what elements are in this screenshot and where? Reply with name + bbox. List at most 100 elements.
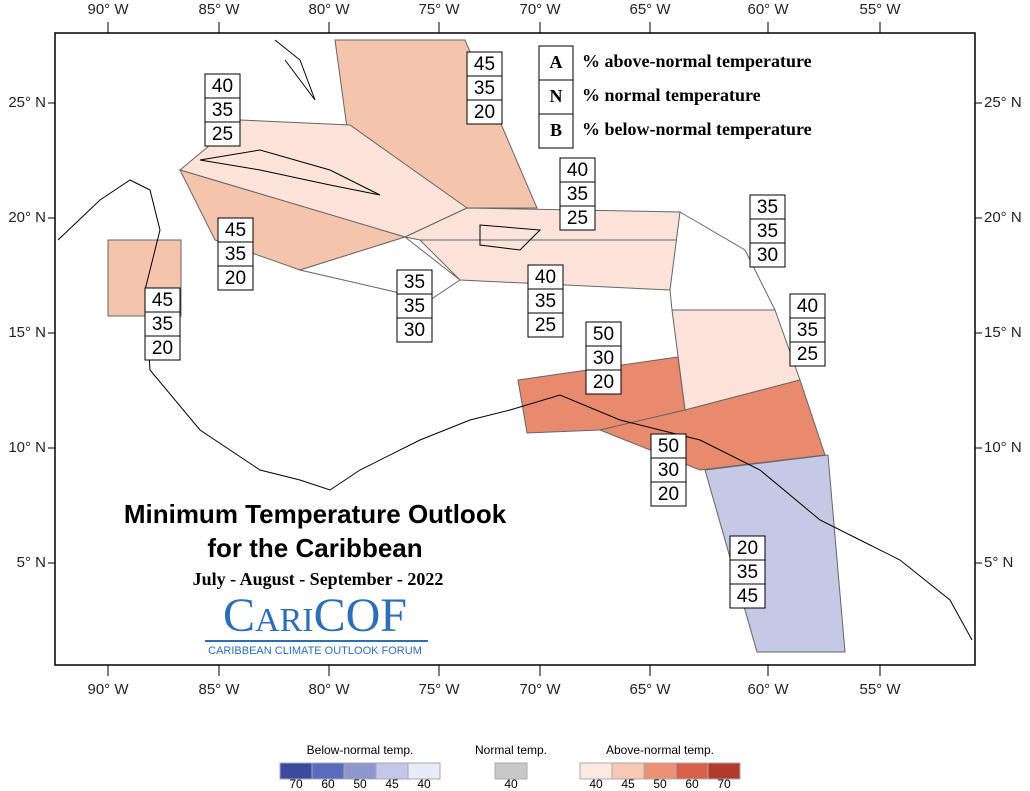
title: Minimum Temperature Outlook bbox=[124, 499, 507, 529]
probability-value: 30 bbox=[658, 460, 679, 481]
probability-value: 25 bbox=[797, 344, 818, 365]
probability-cell bbox=[749, 194, 786, 220]
probability-value: 35 bbox=[737, 562, 758, 583]
colorbar-tick: 60 bbox=[685, 777, 699, 791]
probability-value: 45 bbox=[474, 54, 495, 75]
key-box bbox=[538, 79, 574, 115]
probability-cell bbox=[650, 481, 687, 507]
latitude-label: 25° N bbox=[984, 94, 1022, 111]
colorbar-tick: 45 bbox=[385, 777, 399, 791]
probability-value: 35 bbox=[225, 244, 246, 265]
probability-cell bbox=[527, 312, 564, 338]
probability-cell bbox=[789, 341, 826, 367]
longitude-label: 65° W bbox=[629, 1, 671, 18]
longitude-label: 80° W bbox=[308, 681, 350, 698]
probability-value: 30 bbox=[593, 348, 614, 369]
probability-cell bbox=[749, 218, 786, 244]
longitude-label: 90° W bbox=[87, 681, 129, 698]
probability-box: 40 35 25 bbox=[527, 264, 564, 338]
probability-cell bbox=[729, 559, 766, 585]
colorbar-tick: 40 bbox=[504, 777, 518, 791]
probability-cell bbox=[749, 242, 786, 268]
latitude-label: 20° N bbox=[984, 209, 1022, 226]
probability-box: 50 30 20 bbox=[650, 433, 687, 507]
period: July - August - September - 2022 bbox=[193, 569, 444, 589]
probability-cell bbox=[559, 205, 596, 231]
probability-value: 25 bbox=[212, 124, 233, 145]
latitude-label: 10° N bbox=[984, 439, 1022, 456]
probability-box: 20 35 45 bbox=[729, 535, 766, 609]
probability-value: 35 bbox=[567, 184, 588, 205]
probability-box: 40 35 25 bbox=[789, 293, 826, 367]
probability-value: 20 bbox=[474, 102, 495, 123]
longitude-label: 75° W bbox=[418, 681, 460, 698]
probability-cell bbox=[144, 311, 181, 337]
longitude-label: 85° W bbox=[198, 681, 240, 698]
coastline bbox=[274, 39, 316, 101]
longitude-label: 70° W bbox=[519, 1, 561, 18]
colorbar-tick: 50 bbox=[353, 777, 367, 791]
probability-value: 40 bbox=[567, 160, 588, 181]
latitude-label: 15° N bbox=[984, 324, 1022, 341]
colorbar-label: Above-normal temp. bbox=[606, 743, 714, 757]
probability-cell bbox=[144, 335, 181, 361]
probability-value: 35 bbox=[474, 78, 495, 99]
key-letter: B bbox=[550, 120, 562, 140]
key-text: % below-normal temperature bbox=[582, 119, 812, 139]
coastline bbox=[57, 179, 973, 641]
probability-value: 20 bbox=[152, 338, 173, 359]
latitude-label: 5° N bbox=[17, 554, 46, 571]
probability-value: 40 bbox=[535, 267, 556, 288]
key: A % above-normal temperature N % normal tem… bbox=[538, 45, 812, 149]
longitude-label: 75° W bbox=[418, 1, 460, 18]
probability-value: 20 bbox=[737, 538, 758, 559]
colorbar-tick: 70 bbox=[717, 777, 731, 791]
longitude-label: 85° W bbox=[198, 1, 240, 18]
colorbar-tick: 60 bbox=[321, 777, 335, 791]
probability-value: 50 bbox=[593, 324, 614, 345]
probability-box: 35 35 30 bbox=[396, 269, 433, 343]
probability-value: 50 bbox=[658, 436, 679, 457]
probability-value: 45 bbox=[225, 220, 246, 241]
key-text: % normal temperature bbox=[582, 85, 761, 105]
key-text: % above-normal temperature bbox=[582, 51, 812, 71]
probability-value: 30 bbox=[404, 320, 425, 341]
probability-value: 35 bbox=[535, 291, 556, 312]
colorbar-tick: 45 bbox=[621, 777, 635, 791]
probability-cell bbox=[527, 288, 564, 314]
longitude-label: 55° W bbox=[859, 1, 901, 18]
probability-cell bbox=[650, 433, 687, 459]
latitude-label: 25° N bbox=[8, 94, 46, 111]
latitude-label: 10° N bbox=[8, 439, 46, 456]
coastline bbox=[199, 149, 381, 196]
colorbar-cell bbox=[707, 762, 741, 780]
longitude-label: 60° W bbox=[747, 681, 789, 698]
probability-cell bbox=[217, 265, 254, 291]
probability-value: 35 bbox=[212, 100, 233, 121]
colorbar-tick: 50 bbox=[653, 777, 667, 791]
colorbar-label: Normal temp. bbox=[475, 743, 547, 757]
probability-box: 45 35 20 bbox=[144, 287, 181, 361]
probability-box: 40 35 25 bbox=[204, 73, 241, 147]
key-box bbox=[538, 45, 574, 81]
probability-value: 35 bbox=[757, 221, 778, 242]
probability-cell bbox=[466, 75, 503, 101]
probability-value: 40 bbox=[212, 76, 233, 97]
probability-value: 20 bbox=[658, 484, 679, 505]
latitude-label: 15° N bbox=[8, 324, 46, 341]
probability-value: 20 bbox=[593, 372, 614, 393]
longitude-label: 60° W bbox=[747, 1, 789, 18]
probability-value: 25 bbox=[567, 208, 588, 229]
coastlines bbox=[57, 39, 973, 641]
probability-cell bbox=[396, 317, 433, 343]
longitude-label: 80° W bbox=[308, 1, 350, 18]
probability-value: 35 bbox=[797, 320, 818, 341]
probability-cell bbox=[527, 264, 564, 290]
probability-value: 45 bbox=[737, 586, 758, 607]
probability-value: 25 bbox=[535, 315, 556, 336]
probability-value: 40 bbox=[797, 296, 818, 317]
probability-cell bbox=[466, 99, 503, 125]
probability-cell bbox=[466, 51, 503, 77]
key-letter: N bbox=[550, 86, 563, 106]
